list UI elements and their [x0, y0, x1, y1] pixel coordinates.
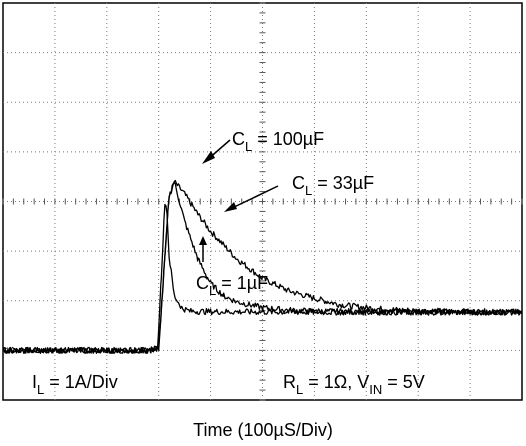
- conditions-annotation: RL = 1Ω, VIN = 5V: [283, 372, 425, 397]
- channel-number: 1: [5, 346, 10, 355]
- scale-annotation: IL = 1A/Div: [32, 372, 118, 397]
- series-label-1uf: CL = 1µF: [196, 273, 268, 298]
- series-label-100uf: CL = 100µF: [232, 129, 324, 154]
- traces: [2, 179, 523, 354]
- arrow-100uf: [202, 139, 231, 164]
- channel-marker: 1: [5, 346, 19, 355]
- x-axis-label: Time (100µS/Div): [193, 420, 333, 440]
- arrow-1uf: [199, 236, 207, 262]
- channel-arrow: [11, 346, 19, 354]
- series-line-2: [2, 203, 523, 354]
- series-label-33uf: CL = 33µF: [292, 173, 374, 198]
- arrow-33uf: [224, 185, 279, 212]
